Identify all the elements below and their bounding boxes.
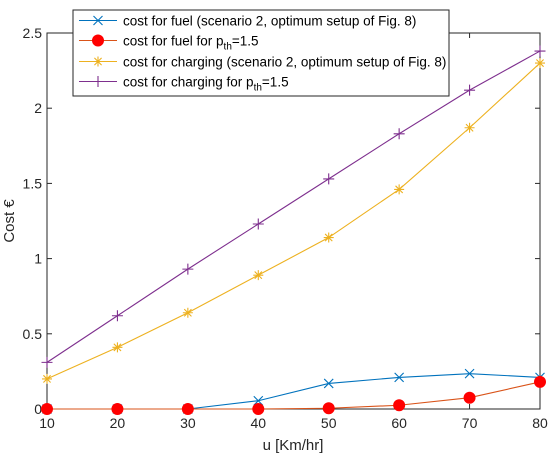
x-tick-label: 50 [321, 415, 337, 431]
legend-label: cost for charging for pth=1.5 [123, 75, 289, 94]
series-line [46, 50, 541, 363]
data-point [182, 263, 194, 275]
legend-box [72, 9, 450, 97]
x-axis-label: u [Km/hr] [263, 437, 324, 454]
legend-item: cost for charging for pth=1.5 [79, 75, 289, 94]
legend-label: cost for fuel for pth=1.5 [123, 34, 259, 53]
x-tick-label: 10 [39, 415, 55, 431]
series-3 [42, 58, 545, 384]
y-tick-label: 1 [34, 251, 42, 267]
data-point [323, 173, 335, 185]
data-point [393, 399, 406, 412]
x-tick-label: 40 [250, 415, 266, 431]
y-tick-label: 1.5 [23, 175, 43, 191]
data-point [111, 310, 123, 322]
data-point [112, 342, 123, 353]
series-4 [41, 45, 546, 368]
data-point [252, 403, 265, 415]
legend-item: cost for fuel for pth=1.5 [79, 34, 259, 53]
x-tick-label: 70 [462, 415, 478, 431]
data-point [394, 184, 405, 195]
data-point [41, 403, 53, 415]
y-tick-label: 2.5 [23, 25, 43, 41]
series-line [47, 381, 541, 410]
data-point [181, 403, 194, 415]
data-point [464, 122, 475, 133]
legend-label: cost for charging (scenario 2, optimum s… [123, 55, 446, 70]
y-axis-label: Cost € [1, 199, 18, 243]
series-layer [41, 45, 546, 415]
data-point [111, 403, 124, 415]
data-point [464, 84, 476, 96]
legend-item: cost for fuel (scenario 2, optimum setup… [79, 14, 416, 29]
data-point [535, 58, 545, 69]
data-point [534, 45, 546, 57]
data-point [253, 270, 264, 281]
x-tick-label: 60 [391, 415, 407, 431]
y-tick-label: 2 [34, 100, 42, 116]
data-point [463, 391, 476, 404]
legend-label: cost for fuel (scenario 2, optimum setup… [123, 14, 416, 29]
data-point [42, 373, 52, 384]
data-point [393, 128, 405, 140]
data-point [534, 375, 546, 388]
x-tick-label: 80 [532, 415, 548, 431]
legend: cost for fuel (scenario 2, optimum setup… [72, 9, 450, 97]
y-tick-label: 0 [34, 401, 42, 417]
data-point [322, 402, 335, 415]
data-point [323, 378, 334, 389]
legend-item: cost for charging (scenario 2, optimum s… [79, 55, 446, 70]
legend-marker [92, 76, 104, 87]
y-tick-label: 0.5 [23, 326, 43, 342]
data-point [182, 307, 193, 318]
data-point [41, 356, 53, 368]
series-2 [41, 375, 546, 415]
x-tick-label: 20 [110, 415, 126, 431]
legend-marker [93, 56, 103, 67]
data-point [252, 218, 264, 230]
legend-marker [92, 34, 104, 47]
series-line [46, 62, 541, 380]
data-point [394, 372, 405, 383]
data-point [323, 232, 334, 243]
data-point [253, 395, 264, 406]
legend-marker [93, 15, 103, 26]
x-tick-label: 30 [180, 415, 196, 431]
data-point [464, 368, 475, 379]
